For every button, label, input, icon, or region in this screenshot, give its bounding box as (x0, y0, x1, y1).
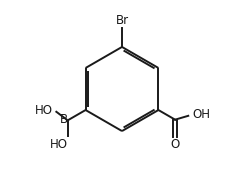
Text: OH: OH (193, 108, 211, 121)
Text: HO: HO (50, 138, 68, 151)
Text: B: B (60, 113, 68, 126)
Text: HO: HO (35, 104, 53, 117)
Text: Br: Br (115, 14, 129, 27)
Text: O: O (171, 138, 180, 151)
